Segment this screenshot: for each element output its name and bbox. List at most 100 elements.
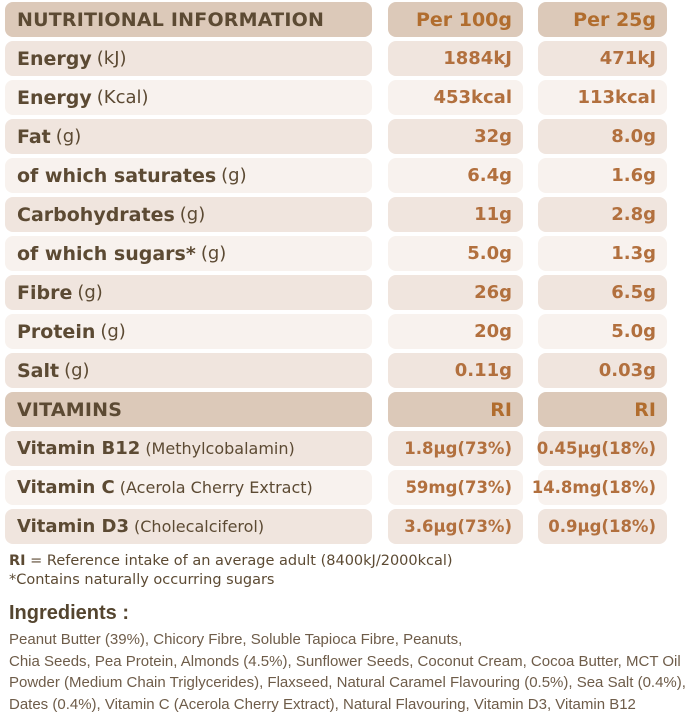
ri-abbr: RI [9,553,26,569]
row-label: Energy (Kcal) [5,80,372,115]
row-label-name: Fibre [17,281,73,304]
row-label-name: Energy [17,47,92,70]
row-label-name: Carbohydrates [17,203,175,226]
vitamins-ri-per25g: RI [538,392,667,427]
row-label-name: Energy [17,86,92,109]
row-value-per100g: 1884kJ [388,41,523,76]
row-value-per100g: 20g [388,314,523,349]
value-text: 8.0g [611,126,656,147]
value-text: 0.11g [454,360,512,381]
table-row: Vitamin C (Acerola Cherry Extract) 59mg(73… [5,470,667,505]
table-row: Vitamin D3 (Cholecalciferol) 3.6µg(73%) 0.9… [5,509,667,544]
row-value-per25g: 1.6g [538,158,667,193]
vitamins-header-row: VITAMINS RI RI [5,392,667,427]
row-label-name: Salt [17,359,60,382]
row-value-per100g: 1.8µg(73%) [388,431,523,466]
row-value-per100g: 5.0g [388,236,523,271]
value-text: 471kJ [599,48,656,69]
row-value-per100g: 453kcal [388,80,523,115]
row-label-unit: (g) [179,204,206,225]
ingredients-section: Ingredients : Peanut Butter (39%), Chico… [5,602,700,715]
row-label: Fibre (g) [5,275,372,310]
row-label: Energy (kJ) [5,41,372,76]
table-row: Energy (Kcal) 453kcal 113kcal [5,80,667,115]
row-value-per100g: 0.11g [388,353,523,388]
row-label-name: of which saturates [17,164,217,187]
value-text: 0.45µg(18%) [536,439,656,458]
row-label: Vitamin D3 (Cholecalciferol) [5,509,372,544]
value-text: 453kcal [433,87,512,108]
row-label: Salt (g) [5,353,372,388]
vitamins-title: VITAMINS [5,392,372,427]
column-header-per25g: Per 25g [538,2,667,37]
row-label-unit: (Acerola Cherry Extract) [119,478,313,497]
value-text: 0.9µg(18%) [548,517,656,536]
table-row: Fibre (g) 26g 6.5g [5,275,667,310]
row-label-unit: (Methylcobalamin) [145,439,295,458]
row-label-name: Protein [17,320,96,343]
row-label-name: Vitamin C [17,477,115,498]
table-row: Energy (kJ) 1884kJ 471kJ [5,41,667,76]
value-text: 11g [474,204,512,225]
table-row: Salt (g) 0.11g 0.03g [5,353,667,388]
ingredients-list: Peanut Butter (39%), Chicory Fibre, Solu… [9,631,686,713]
value-text: 113kcal [577,87,656,108]
row-value-per25g: 14.8mg(18%) [532,470,667,505]
nutrition-rows: Energy (kJ) 1884kJ 471kJ Energy (Kcal) 453kcal… [5,41,667,388]
table-row: Protein (g) 20g 5.0g [5,314,667,349]
row-value-per25g: 471kJ [538,41,667,76]
row-value-per100g: 6.4g [388,158,523,193]
row-label-unit: (g) [64,360,90,381]
row-label-unit: (g) [200,243,227,264]
table-row: Fat (g) 32g 8.0g [5,119,667,154]
table-row: of which saturates (g) 6.4g 1.6g [5,158,667,193]
row-value-per25g: 0.9µg(18%) [538,509,667,544]
row-value-per25g: 113kcal [538,80,667,115]
table-row: Vitamin B12 (Methylcobalamin) 1.8µg(73%) 0.… [5,431,667,466]
column-header-per100g: Per 100g [388,2,523,37]
value-text: 32g [474,126,512,147]
row-label-unit: (g) [77,282,103,303]
value-text: 1.6g [611,165,656,186]
value-text: 1.8µg(73%) [404,439,512,458]
table-row: Carbohydrates (g) 11g 2.8g [5,197,667,232]
row-label: Vitamin B12 (Methylcobalamin) [5,431,372,466]
table-row: of which sugars* (g) 5.0g 1.3g [5,236,667,271]
row-value-per25g: 2.8g [538,197,667,232]
row-value-per25g: 0.03g [538,353,667,388]
table-header-row: NUTRITIONAL INFORMATION Per 100g Per 25g [5,2,667,37]
row-label: Fat (g) [5,119,372,154]
ingredients-heading: Ingredients : [9,602,130,624]
vitamin-rows: Vitamin B12 (Methylcobalamin) 1.8µg(73%) 0.… [5,431,667,544]
value-text: 1.3g [611,243,656,264]
row-value-per100g: 32g [388,119,523,154]
reference-intake-note: RI = Reference intake of an average adul… [9,552,667,571]
table-title: NUTRITIONAL INFORMATION [5,2,372,37]
nutrition-panel: NUTRITIONAL INFORMATION Per 100g Per 25g… [5,2,686,715]
value-text: 20g [474,321,512,342]
value-text: 6.4g [467,165,512,186]
row-value-per25g: 0.45µg(18%) [536,431,667,466]
value-text: 6.5g [611,282,656,303]
value-text: 0.03g [598,360,656,381]
row-value-per100g: 11g [388,197,523,232]
value-text: 3.6µg(73%) [404,517,512,536]
row-label-name: Vitamin D3 [17,516,130,537]
row-value-per25g: 1.3g [538,236,667,271]
row-label: Carbohydrates (g) [5,197,372,232]
row-label-unit: (g) [221,165,247,186]
row-label: of which sugars* (g) [5,236,372,271]
row-label: Protein (g) [5,314,372,349]
row-value-per100g: 26g [388,275,523,310]
value-text: 5.0g [611,321,656,342]
ri-note-text: = Reference intake of an average adult (… [25,553,453,569]
row-label-unit: (g) [100,321,126,342]
row-label-name: of which sugars* [17,242,196,265]
value-text: 14.8mg(18%) [531,478,656,497]
footnotes: RI = Reference intake of an average adul… [5,552,667,590]
row-label-unit: (Kcal) [96,87,149,108]
row-label: of which saturates (g) [5,158,372,193]
value-text: 5.0g [467,243,512,264]
row-value-per25g: 6.5g [538,275,667,310]
row-value-per100g: 59mg(73%) [388,470,523,505]
